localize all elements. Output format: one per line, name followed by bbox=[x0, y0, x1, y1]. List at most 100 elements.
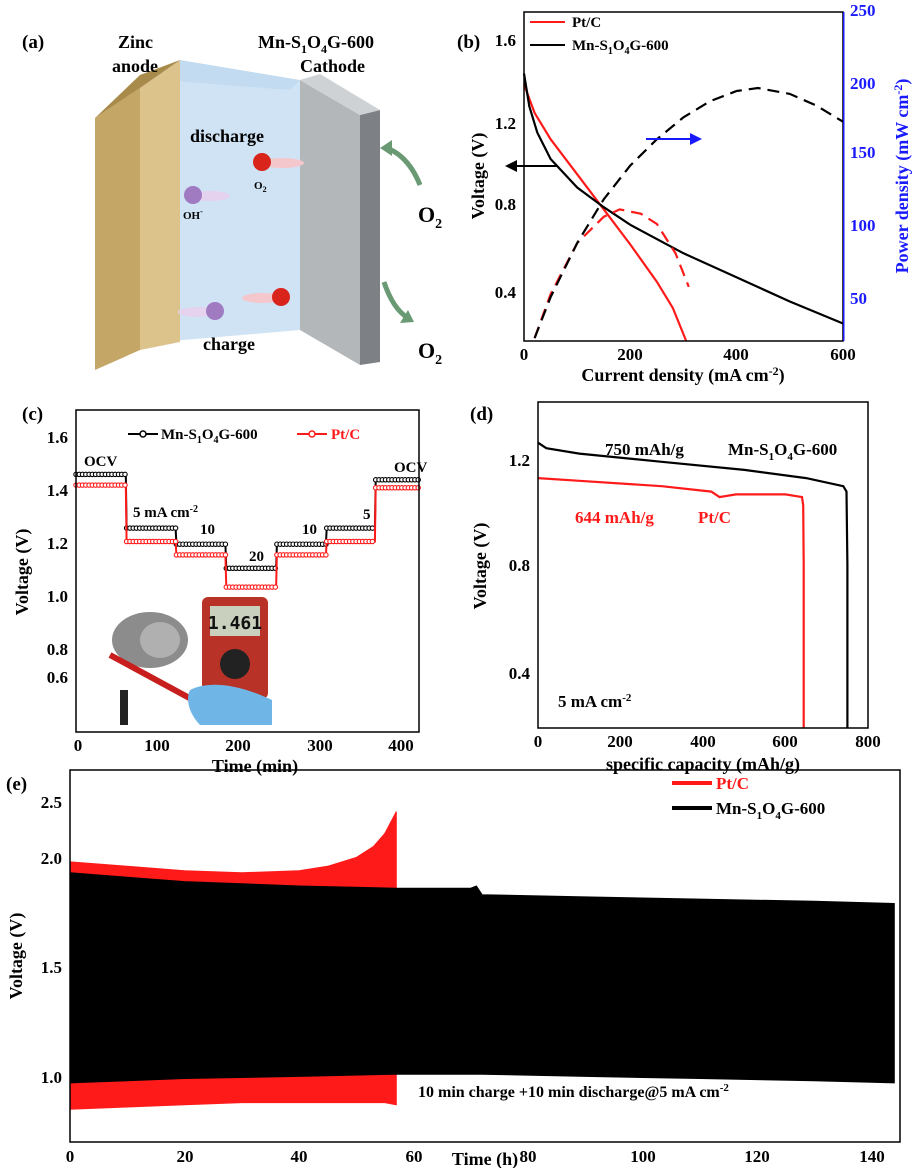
b-y2tick-4: 250 bbox=[850, 1, 876, 20]
o2-molecule-icon bbox=[253, 153, 271, 171]
c-legend-ptc: Pt/C bbox=[331, 427, 360, 443]
o2-big-label-2: O2 bbox=[418, 338, 442, 368]
c-point-ptc bbox=[272, 584, 279, 590]
b-ytick-1: 0.8 bbox=[495, 195, 516, 214]
e-legend-ptc: Pt/C bbox=[716, 774, 749, 793]
panel-c-rate-chart: (c) 1.461 0.6 0.8 1.0 1.2 1.4 1.6 0 100 bbox=[12, 404, 428, 777]
panel-b-y-ticks: 0.4 0.8 1.2 1.6 bbox=[495, 31, 517, 302]
c-ytick-3: 1.2 bbox=[47, 534, 68, 553]
o2-big-label-1: O2 bbox=[418, 202, 442, 232]
d-xtick-3: 600 bbox=[772, 732, 798, 751]
c-point-ptc bbox=[222, 552, 229, 558]
anode-label-2: anode bbox=[112, 56, 158, 76]
panel-d-x-ticks: 0 200 400 600 800 bbox=[534, 732, 881, 751]
panel-d-y-ticks: 0.4 0.8 1.2 bbox=[509, 451, 531, 683]
o2-charge-trail bbox=[242, 293, 282, 303]
panel-e-plot-area bbox=[69, 811, 895, 1110]
electrolyte bbox=[160, 70, 300, 342]
b-legend-mn: Mn-S1O4G-600 bbox=[572, 38, 669, 57]
panel-c-plot-area bbox=[73, 471, 421, 590]
charge-label: charge bbox=[203, 334, 255, 354]
panel-c-inset-photo: 1.461 bbox=[92, 590, 272, 725]
c-annot-10b: 10 bbox=[302, 522, 317, 538]
oh-ion-icon bbox=[184, 186, 202, 204]
cathode-top bbox=[300, 74, 380, 115]
panel-e-frame bbox=[69, 769, 901, 1143]
c-annot-20: 20 bbox=[249, 549, 264, 565]
panel-b-y2-ticks: 50 100 150 200 250 bbox=[850, 1, 876, 308]
c-point-ptc bbox=[369, 538, 376, 545]
c-xtick-1: 100 bbox=[144, 736, 170, 755]
cathode-label-1: Mn-S1O4G-600 bbox=[258, 32, 374, 56]
c-point-mn bbox=[172, 525, 179, 531]
e-ytick-3: 2.5 bbox=[41, 793, 62, 812]
c-annot-10a: 10 bbox=[200, 522, 215, 538]
b-ytick-0: 0.4 bbox=[495, 283, 517, 302]
e-band-mn bbox=[69, 872, 895, 1084]
d-annot-644: 644 mAh/g bbox=[575, 508, 654, 527]
e-xtick-0: 0 bbox=[66, 1147, 75, 1166]
e-xtick-6: 120 bbox=[744, 1147, 770, 1166]
oh-ion-charge-icon bbox=[206, 302, 224, 320]
clip-black bbox=[120, 690, 128, 725]
b-series-voltage-ptc bbox=[522, 84, 688, 342]
o2-out-arrow bbox=[381, 281, 410, 321]
cathode-side bbox=[360, 110, 380, 365]
e-xtick-3: 60 bbox=[406, 1147, 423, 1166]
e-ytick-2: 2.0 bbox=[41, 849, 62, 868]
discharge-label: discharge bbox=[190, 126, 264, 146]
o2-motion-trail bbox=[260, 158, 304, 168]
gloved-hand-icon bbox=[188, 684, 272, 725]
c-ylabel: Voltage (V) bbox=[12, 529, 33, 616]
d-series-ptc bbox=[537, 477, 805, 728]
d-xtick-0: 0 bbox=[534, 732, 543, 751]
panel-c-label: (c) bbox=[22, 404, 43, 425]
cathode-face bbox=[300, 80, 360, 365]
b-y2tick-0: 50 bbox=[850, 289, 867, 308]
e-ytick-0: 1.0 bbox=[41, 1068, 62, 1087]
c-point-ptc bbox=[122, 482, 128, 488]
panel-d-discharge-chart: (d) 0.4 0.8 1.2 0 200 400 600 800 specif… bbox=[470, 401, 881, 775]
c-ytick-1: 0.8 bbox=[47, 640, 68, 659]
c-xtick-0: 0 bbox=[74, 736, 83, 755]
e-xtick-2: 40 bbox=[291, 1147, 308, 1166]
c-point-mn bbox=[369, 525, 376, 531]
e-annot: 10 min charge +10 min discharge@5 mA cm-… bbox=[418, 1082, 729, 1101]
c-xtick-3: 300 bbox=[307, 736, 333, 755]
b-xtick-2: 400 bbox=[723, 345, 749, 364]
panel-b-polarization-chart: (b) 0.4 0.8 1.2 1.6 50 100 150 200 250 0… bbox=[457, 1, 913, 386]
panel-d-plot-area bbox=[537, 441, 849, 728]
panel-e-x-ticks: 0 20 40 60 80 100 120 140 bbox=[66, 1147, 885, 1166]
e-xtick-5: 100 bbox=[630, 1147, 656, 1166]
anode-label-1: Zinc bbox=[118, 32, 153, 52]
e-xlabel: Time (h) bbox=[452, 1149, 518, 1168]
c-annot-ocv-right: OCV bbox=[394, 460, 428, 476]
d-annot-750: 750 mAh/g bbox=[605, 440, 684, 459]
zinc-anode-front bbox=[95, 88, 140, 370]
multimeter-reading: 1.461 bbox=[208, 613, 262, 634]
panel-b-x-ticks: 0 200 400 600 bbox=[520, 345, 856, 364]
zinc-anode-face bbox=[140, 60, 180, 350]
c-ytick-0: 0.6 bbox=[47, 668, 68, 687]
b-series-power-mn bbox=[533, 86, 844, 339]
b-series-power-ptc bbox=[533, 208, 690, 339]
c-annot-ocv-left: OCV bbox=[84, 454, 118, 470]
e-legend-mn: Mn-S1O4G-600 bbox=[716, 799, 825, 822]
d-series-mn bbox=[537, 441, 849, 728]
c-legend-ptc-marker bbox=[308, 430, 316, 438]
panel-e-label: (e) bbox=[6, 774, 27, 795]
o2-small-label: O2 bbox=[254, 180, 267, 194]
panel-c-frame bbox=[75, 409, 420, 733]
e-xtick-4: 80 bbox=[520, 1147, 537, 1166]
c-legend-mn-marker bbox=[139, 430, 147, 438]
c-annot-5: 5 mA cm-2 bbox=[133, 504, 198, 521]
e-ytick-1: 1.5 bbox=[41, 958, 62, 977]
b-arrow-power-head bbox=[690, 133, 702, 145]
c-point-ptc bbox=[172, 538, 179, 545]
e-ylabel: Voltage (V) bbox=[6, 913, 27, 1000]
panel-a-label: (a) bbox=[22, 32, 44, 53]
d-ylabel: Voltage (V) bbox=[470, 523, 491, 610]
multimeter-screen bbox=[210, 606, 260, 636]
multimeter-dial-icon bbox=[220, 649, 250, 679]
